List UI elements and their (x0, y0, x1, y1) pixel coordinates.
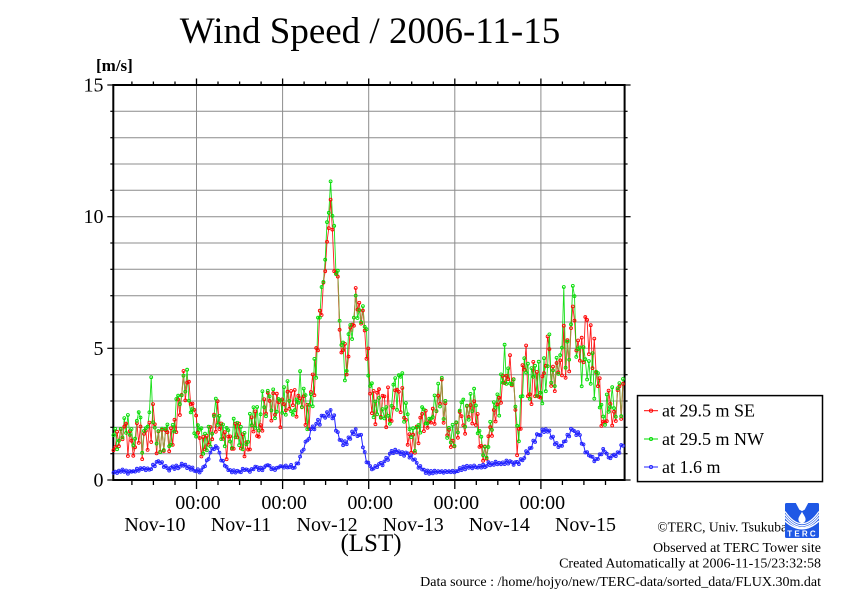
svg-text:TERC: TERC (787, 530, 818, 539)
svg-text:Nov-15: Nov-15 (555, 514, 616, 536)
svg-text:Nov-14: Nov-14 (469, 514, 530, 536)
svg-text:00:00: 00:00 (347, 492, 393, 514)
svg-text:00:00: 00:00 (520, 492, 566, 514)
svg-text:Nov-10: Nov-10 (124, 514, 185, 536)
svg-text:00:00: 00:00 (175, 492, 221, 514)
svg-text:0: 0 (94, 470, 104, 492)
svg-text:10: 10 (84, 206, 104, 228)
svg-text:5: 5 (94, 338, 104, 360)
svg-text:Created Automatically at 2006-: Created Automatically at 2006-11-15/23:3… (559, 557, 821, 572)
svg-text:Wind Speed / 2006-11-15: Wind Speed / 2006-11-15 (180, 11, 560, 52)
svg-text:Nov-11: Nov-11 (211, 514, 271, 536)
svg-text:Observed at TERC Tower site: Observed at TERC Tower site (653, 541, 821, 556)
svg-text:at 29.5 m SE: at 29.5 m SE (662, 401, 755, 421)
svg-text:©TERC, Univ. Tsukuba: ©TERC, Univ. Tsukuba (657, 520, 787, 535)
svg-text:(LST): (LST) (340, 530, 401, 557)
svg-text:at 1.6 m: at 1.6 m (662, 457, 721, 477)
svg-text:Nov-12: Nov-12 (297, 514, 358, 536)
svg-text:Data source : /home/hojyo/new/: Data source : /home/hojyo/new/TERC-data/… (420, 575, 821, 590)
svg-text:00:00: 00:00 (434, 492, 480, 514)
svg-text:15: 15 (84, 75, 104, 97)
svg-text:at 29.5 m NW: at 29.5 m NW (662, 429, 764, 449)
svg-text:[m/s]: [m/s] (96, 56, 133, 75)
svg-text:Nov-13: Nov-13 (383, 514, 444, 536)
svg-text:00:00: 00:00 (261, 492, 307, 514)
